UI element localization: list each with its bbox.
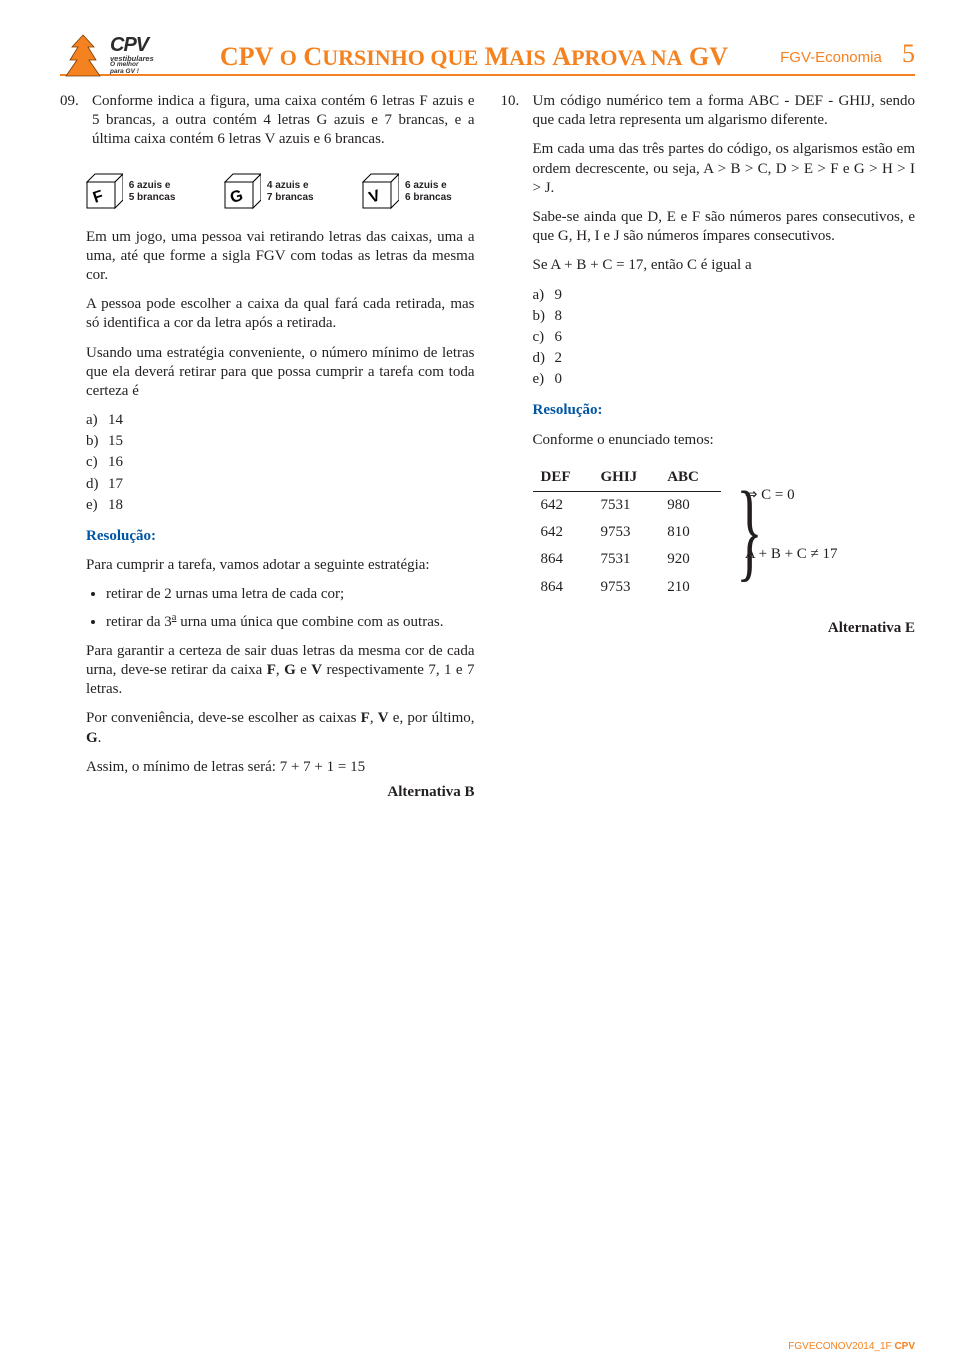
q09-intro: Conforme indica a figura, uma caixa cont… — [92, 92, 475, 150]
q10-number: 10. — [501, 92, 527, 638]
box-f-caption: 6 azuis e 5 brancas — [129, 180, 176, 204]
table-row: 864 7531 920 — [533, 546, 721, 573]
q09-opt-b: b)15 — [86, 432, 475, 451]
box-g-icon: G — [221, 172, 261, 212]
box-v-l2: 6 brancas — [405, 192, 452, 204]
q10-alt: Alternativa E — [533, 619, 916, 638]
q10-th3: ABC — [659, 464, 721, 492]
q10-table: DEF GHIJ ABC 642 7531 980 — [533, 464, 721, 601]
q09-b1: retirar de 2 urnas uma letra de cada cor… — [106, 585, 475, 604]
q10-p3: Sabe-se ainda que D, E e F são números p… — [533, 208, 916, 246]
box-v-l1: 6 azuis e — [405, 180, 452, 192]
page-header: CPV vestibulares O melhor para GV ! CPV … — [60, 20, 915, 76]
q10-opt-d: d)2 — [533, 349, 916, 368]
q09-s3: Por conveniência, deve-se escolher as ca… — [86, 709, 475, 747]
logo-icon — [60, 32, 106, 78]
q09-opt-c: c)16 — [86, 453, 475, 472]
q09-body: Conforme indica a figura, uma caixa cont… — [92, 92, 475, 160]
q09-p2: Em um jogo, uma pessoa vai retirando let… — [86, 228, 475, 286]
q10-p2: Em cada uma das três partes do código, o… — [533, 140, 916, 198]
logo-row3b: para GV ! — [110, 69, 154, 76]
q10-opt-e: e)0 — [533, 370, 916, 389]
page: CPV vestibulares O melhor para GV ! CPV … — [0, 0, 960, 1368]
q09-opt-e: e)18 — [86, 496, 475, 515]
q09-opt-d: d)17 — [86, 475, 475, 494]
table-row: 864 9753 210 — [533, 574, 721, 601]
box-f-icon: F — [83, 172, 123, 212]
box-f-l1: 6 azuis e — [129, 180, 176, 192]
q09-solution: Para cumprir a tarefa, vamos adotar a se… — [86, 556, 475, 802]
q09-alt: Alternativa B — [86, 783, 475, 802]
q09-boxes-figure: F 6 azuis e 5 brancas G 4 azu — [60, 172, 475, 212]
box-f: F 6 azuis e 5 brancas — [83, 172, 176, 212]
q10-th2: GHIJ — [593, 464, 660, 492]
q09-p3: A pessoa pode escolher a caixa da qual f… — [86, 295, 475, 333]
header-title: CPV O CURSINHO QUE MAIS APROVA NA GV — [168, 42, 780, 72]
q10-body: Um código numérico tem a forma ABC - DEF… — [533, 92, 916, 638]
q09-s1: Para cumprir a tarefa, vamos adotar a se… — [86, 556, 475, 575]
content-columns: 09. Conforme indica a figura, uma caixa … — [60, 92, 915, 802]
box-g-caption: 4 azuis e 7 brancas — [267, 180, 314, 204]
q10-table-wrap: DEF GHIJ ABC 642 7531 980 — [533, 460, 916, 601]
q10-th1: DEF — [533, 464, 593, 492]
box-g-l1: 4 azuis e — [267, 180, 314, 192]
table-row: 642 9753 810 — [533, 519, 721, 546]
q10-p1: Um código numérico tem a forma ABC - DEF… — [533, 92, 916, 130]
q10-opt-b: b)8 — [533, 307, 916, 326]
box-v-caption: 6 azuis e 6 brancas — [405, 180, 452, 204]
logo-text: CPV vestibulares O melhor para GV ! — [110, 35, 154, 76]
q09-options: a)14 b)15 c)16 d)17 e)18 — [86, 411, 475, 515]
q09-s2: Para garantir a certeza de sair duas let… — [86, 642, 475, 700]
footer-brand: CPV — [894, 1341, 915, 1352]
q09-number: 09. — [60, 92, 86, 160]
q10-options: a)9 b)8 c)6 d)2 e)0 — [533, 286, 916, 390]
box-f-l2: 5 brancas — [129, 192, 176, 204]
column-right: 10. Um código numérico tem a forma ABC -… — [501, 92, 916, 802]
brace-icon: } — [725, 482, 739, 600]
logo: CPV vestibulares O melhor para GV ! — [60, 32, 154, 78]
q09-opt-a: a)14 — [86, 411, 475, 430]
q10-opt-a: a)9 — [533, 286, 916, 305]
q09-b2: retirar da 3a urna uma única que combine… — [106, 611, 475, 632]
q10-opt-c: c)6 — [533, 328, 916, 347]
page-number: 5 — [902, 39, 915, 68]
q10-p4: Se A + B + C = 17, então C é igual a — [533, 256, 916, 275]
header-label: FGV-Economia — [780, 49, 882, 66]
q09-res-label: Resolução: — [86, 527, 475, 546]
box-v-icon: V — [359, 172, 399, 212]
box-g: G 4 azuis e 7 brancas — [221, 172, 314, 212]
box-v: V 6 azuis e 6 brancas — [359, 172, 452, 212]
q09-cont: Em um jogo, uma pessoa vai retirando let… — [60, 228, 475, 803]
column-left: 09. Conforme indica a figura, uma caixa … — [60, 92, 475, 802]
question-10: 10. Um código numérico tem a forma ABC -… — [501, 92, 916, 638]
page-footer: FGVECONOV2014_1F CPV — [788, 1341, 915, 1352]
q09-p4: Usando uma estratégia conveniente, o núm… — [86, 344, 475, 402]
question-09: 09. Conforme indica a figura, uma caixa … — [60, 92, 475, 160]
q10-s1: Conforme o enunciado temos: — [533, 431, 916, 450]
box-g-l2: 7 brancas — [267, 192, 314, 204]
q10-solution: Conforme o enunciado temos: DEF GHIJ ABC… — [533, 431, 916, 638]
logo-row1: CPV — [110, 35, 154, 55]
footer-code: FGVECONOV2014_1F — [788, 1341, 891, 1352]
table-row: 642 7531 980 — [533, 492, 721, 520]
q09-s4: Assim, o mínimo de letras será: 7 + 7 + … — [86, 758, 475, 777]
header-right: FGV-Economia 5 — [780, 39, 915, 72]
q10-res-label: Resolução: — [533, 401, 916, 420]
